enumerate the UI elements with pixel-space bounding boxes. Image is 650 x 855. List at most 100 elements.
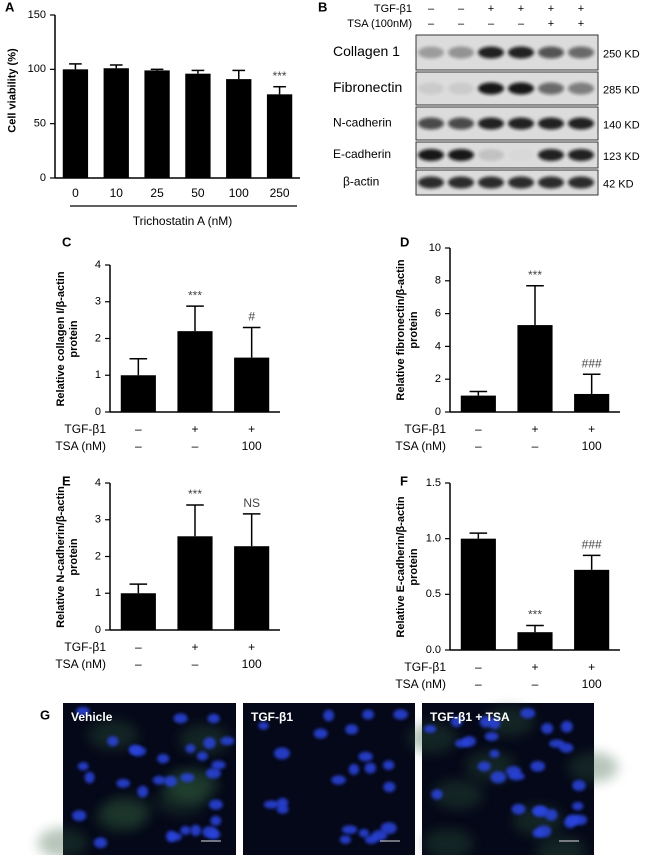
cytoplasm-stain xyxy=(423,828,474,855)
blot-band xyxy=(478,149,504,161)
bar xyxy=(234,546,270,630)
y-tick-label: 3 xyxy=(95,514,101,526)
treatment-sign: + xyxy=(518,3,524,15)
band-size: 140 KD xyxy=(603,119,640,131)
blot-band xyxy=(568,117,594,130)
treatment-sign: – xyxy=(428,18,435,30)
nucleus xyxy=(541,722,554,734)
y-tick-label: 0 xyxy=(95,624,101,636)
cytoplasm-stain xyxy=(433,779,484,810)
nucleus xyxy=(339,835,351,844)
blot-band xyxy=(568,46,594,59)
nucleus xyxy=(362,709,375,720)
micrograph-label: TGF-β1 + TSA xyxy=(430,710,510,724)
y-tick-label: 0 xyxy=(40,172,46,184)
x-row-name: TSA (nM) xyxy=(55,439,106,453)
treatment-sign: + xyxy=(578,3,584,15)
x-row-value: – xyxy=(532,677,539,691)
bar xyxy=(177,536,213,630)
y-tick-label: 0 xyxy=(435,406,441,418)
nucleus xyxy=(185,743,196,753)
nucleus xyxy=(572,801,584,811)
cytoplasm-stain xyxy=(88,720,139,751)
micrograph-label: Vehicle xyxy=(71,710,113,724)
x-row-value: + xyxy=(248,640,255,654)
nucleus xyxy=(202,826,218,838)
significance-label: *** xyxy=(528,268,542,282)
x-row-name: TSA (nM) xyxy=(55,657,106,671)
blot-band xyxy=(418,82,444,95)
significance-label: *** xyxy=(273,69,287,83)
nucleus xyxy=(152,775,166,785)
cytoplasm-stain xyxy=(102,795,153,826)
y-tick-label: 1.5 xyxy=(426,477,441,489)
bar xyxy=(185,73,211,178)
blot-band xyxy=(538,82,564,95)
band-size: 285 KD xyxy=(603,84,640,96)
protein-name: E-cadherin xyxy=(333,147,391,161)
error-bar xyxy=(242,513,261,547)
nucleus xyxy=(276,804,289,814)
error-bar xyxy=(273,85,286,95)
panel-label: C xyxy=(62,234,72,249)
blot-frame xyxy=(415,71,599,106)
blot-band xyxy=(538,46,564,59)
y-tick-label: 0 xyxy=(95,406,101,418)
x-tick-label: 50 xyxy=(191,186,205,200)
cytoplasm-stain xyxy=(38,827,89,855)
nucleus xyxy=(520,707,536,719)
x-row-value: + xyxy=(531,660,538,674)
x-row-value: + xyxy=(248,422,255,436)
blot-band xyxy=(448,46,474,59)
blot-band xyxy=(478,176,504,189)
error-bar xyxy=(191,69,205,74)
nucleus xyxy=(560,720,573,733)
significance-label: *** xyxy=(188,288,202,302)
nucleus xyxy=(572,779,586,792)
error-bar xyxy=(129,357,148,376)
nucleus xyxy=(258,721,269,730)
x-axis-label: Trichostatin A (nM) xyxy=(133,214,233,228)
bar xyxy=(62,69,89,178)
bar xyxy=(226,79,252,178)
nucleus xyxy=(157,753,170,764)
nucleus xyxy=(530,760,546,772)
nucleus xyxy=(128,744,141,755)
nucleus xyxy=(484,732,499,741)
protein-name: Fibronectin xyxy=(333,79,402,95)
nucleus xyxy=(165,830,177,843)
nucleus xyxy=(383,781,396,793)
nucleus xyxy=(190,824,202,836)
y-tick-label: 1 xyxy=(95,369,101,381)
x-row-value: + xyxy=(191,640,198,654)
nucleus xyxy=(511,803,526,815)
x-row-value: – xyxy=(475,439,482,453)
y-tick-label: 2 xyxy=(95,332,101,344)
blot-band xyxy=(478,82,504,95)
treatment-sign: + xyxy=(578,18,584,30)
treatment-sign: + xyxy=(488,3,494,15)
blot-band xyxy=(508,46,534,59)
blot-band xyxy=(448,117,474,130)
bar xyxy=(177,331,213,412)
panel-label: B xyxy=(318,0,327,14)
treatment-name: TGF-β1 xyxy=(374,3,412,15)
bar xyxy=(517,325,553,412)
protein-name: N-cadherin xyxy=(333,116,392,130)
y-tick-label: 150 xyxy=(28,9,46,21)
treatment-sign: – xyxy=(488,18,495,30)
x-row-value: – xyxy=(475,422,482,436)
panel-label: D xyxy=(400,234,409,249)
bar xyxy=(120,375,156,412)
x-tick-label: 250 xyxy=(270,186,290,200)
blot-band xyxy=(538,149,564,161)
nucleus xyxy=(276,797,289,808)
x-row-value: – xyxy=(192,439,199,453)
x-row-value: 100 xyxy=(582,677,602,691)
nucleus xyxy=(211,760,226,770)
y-tick-label: 50 xyxy=(34,118,46,130)
x-row-name: TGF-β1 xyxy=(64,640,106,654)
nucleus xyxy=(424,724,437,733)
error-bar xyxy=(69,63,82,70)
